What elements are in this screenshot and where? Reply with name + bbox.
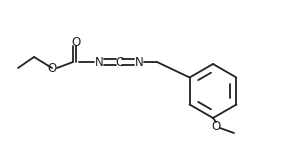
Text: N: N <box>95 56 103 69</box>
Text: O: O <box>71 37 81 49</box>
Text: C: C <box>115 56 123 69</box>
Text: N: N <box>135 56 143 69</box>
Text: O: O <box>47 61 57 74</box>
Text: O: O <box>211 120 221 133</box>
